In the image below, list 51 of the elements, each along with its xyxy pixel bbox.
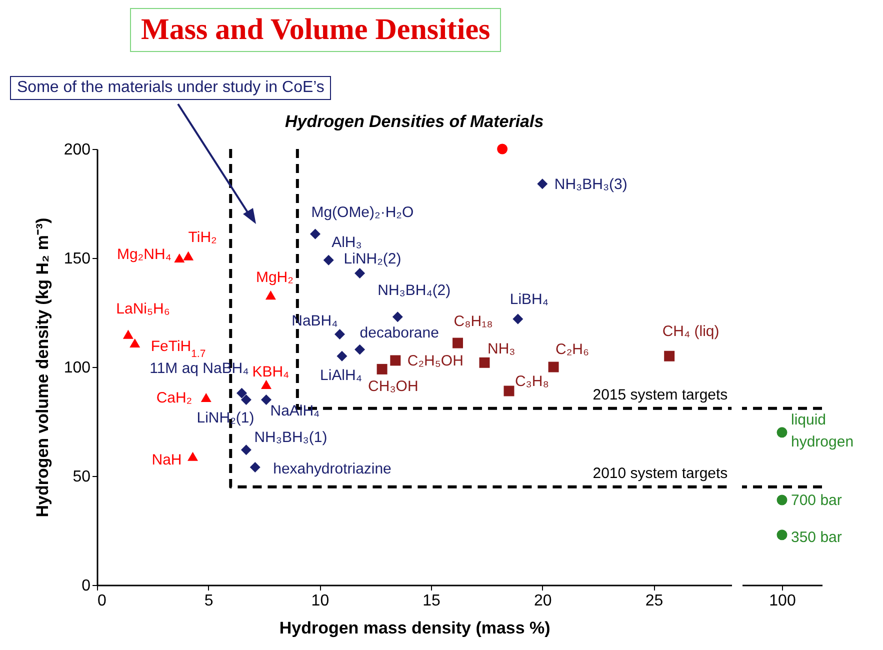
y-tick-label: 0 bbox=[82, 578, 91, 594]
chart-title: Mass and Volume Densities bbox=[130, 8, 502, 52]
series-label: hexahydrotriazine bbox=[273, 460, 392, 478]
x-tick-label: 100 bbox=[769, 592, 796, 610]
series-label: NH₃BH₄(2) bbox=[378, 282, 451, 299]
series-label: LiNH₂(1) bbox=[196, 410, 254, 427]
series-label: LaNi₅H₆ bbox=[116, 300, 170, 318]
series-label: FeTiH$_{1.7}$ bbox=[150, 338, 206, 360]
series-label: 350 bar bbox=[791, 528, 842, 546]
series-label: KBH₄ bbox=[252, 363, 290, 380]
x-tick-label: 25 bbox=[645, 592, 664, 610]
y-tick-label: 200 bbox=[64, 142, 91, 158]
series-label: 2010 system targets bbox=[592, 464, 728, 482]
series-label: 700 bar bbox=[791, 492, 842, 509]
series-label: NaAlH₄ bbox=[270, 402, 320, 420]
series-label: C₂H₅OH bbox=[407, 352, 464, 370]
series-label: C₂H₆ bbox=[556, 341, 590, 358]
series-label: CH₃OH bbox=[368, 378, 418, 396]
y-tick-label: 150 bbox=[64, 250, 91, 268]
series-label: CaH₂ bbox=[156, 390, 192, 407]
y-axis-title: Hydrogen volume density (kg H₂ m⁻³) bbox=[32, 218, 52, 518]
series-label: LiNH₂(2) bbox=[344, 250, 402, 268]
series-label: LiBH₄ bbox=[510, 291, 549, 308]
x-tick-label: 20 bbox=[534, 592, 552, 610]
x-tick-label: 10 bbox=[311, 592, 330, 610]
x-tick-label: 15 bbox=[422, 592, 441, 610]
series-label: AlH₃ bbox=[332, 234, 362, 252]
series-label: NaH bbox=[152, 451, 182, 468]
series-label: CH₄ (liq) bbox=[662, 323, 720, 340]
x-tick-label: 0 bbox=[98, 592, 106, 610]
series-label: C₈H₁₈ bbox=[454, 313, 493, 330]
series-label: C₃H₈ bbox=[514, 372, 549, 390]
series-label: LiAlH₄ bbox=[320, 367, 362, 384]
series-label: liquid hydrogen bbox=[791, 411, 854, 450]
series-label: NaBH₄ bbox=[292, 312, 338, 330]
y-tick-label: 50 bbox=[72, 468, 91, 486]
series-label: NH₃ bbox=[487, 340, 516, 358]
chart-subtitle: Hydrogen Densities of Materials bbox=[285, 112, 544, 132]
series-label: MgH₂ bbox=[256, 269, 294, 286]
x-tick-label: 5 bbox=[204, 592, 214, 610]
series-label: 11M aq NaBH₄ bbox=[150, 360, 249, 378]
series-label: Mg(OMe)₂·H₂O bbox=[311, 204, 414, 222]
series-label: decaborane bbox=[360, 324, 439, 342]
series-label: NH₃BH₃(3) bbox=[554, 176, 628, 193]
series-label: TiH₂ bbox=[188, 228, 218, 246]
series-label: NH₃BH₃(1) bbox=[254, 428, 328, 446]
y-tick-label: 100 bbox=[64, 360, 91, 376]
series-label: 2015 system targets bbox=[592, 386, 728, 404]
series-label: Mg₂NH₄ bbox=[116, 246, 172, 263]
text: Some of the materials under study in CoE’s bbox=[10, 76, 332, 100]
x-axis-title: Hydrogen mass density (mass %) bbox=[279, 618, 550, 638]
